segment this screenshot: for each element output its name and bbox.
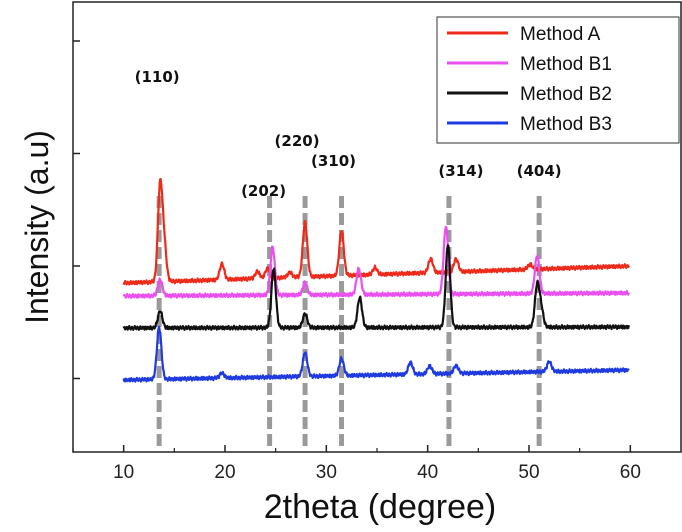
- x-tick-label: 60: [620, 462, 641, 483]
- x-tick-label: 30: [316, 462, 337, 483]
- y-axis-title: Intensity (a.u): [19, 130, 55, 324]
- legend-label: Method B2: [520, 84, 612, 105]
- peak-label: (314): [438, 162, 483, 180]
- peak-label: (220): [275, 132, 320, 150]
- x-tick-label: 20: [214, 462, 235, 483]
- legend-label: Method A: [520, 24, 601, 45]
- peak-label: (310): [311, 152, 356, 170]
- x-tick-label: 40: [417, 462, 438, 483]
- peak-label: (202): [241, 182, 286, 200]
- x-tick-label: 10: [113, 462, 134, 483]
- peak-label: (404): [517, 162, 562, 180]
- legend: Method A Method B1 Method B2 Method B3: [437, 17, 679, 143]
- legend-label: Method B3: [520, 114, 612, 135]
- legend-label: Method B1: [520, 54, 612, 75]
- x-axis-title: 2theta (degree): [264, 488, 497, 526]
- peak-label: (110): [135, 68, 180, 86]
- x-tick-label: 50: [518, 462, 539, 483]
